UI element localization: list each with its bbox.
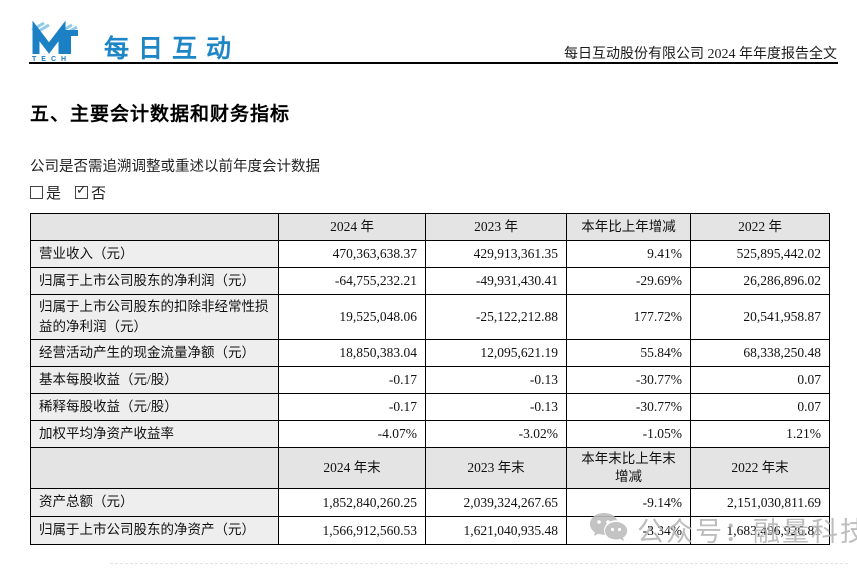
cell-2023: 2,039,324,267.65 [425,488,567,517]
header-cell: 本年末比上年末增减 [566,447,691,489]
row-label: 归属于上市公司股东的净资产（元） [30,516,279,545]
logo-m-icon: TECH [31,20,78,62]
cell-change: -30.77% [566,366,691,394]
table-header-annual: 2024 年 2023 年 本年比上年增减 2022 年 [30,213,830,241]
cell-2022: 525,895,442.02 [690,240,830,268]
header-cell: 本年比上年增减 [566,213,691,241]
cell-2023: 429,913,361.35 [425,240,567,268]
row-label: 加权平均净资产收益率 [30,420,279,448]
checkbox-no-checked[interactable] [75,183,89,199]
option-yes[interactable]: 是 [30,182,61,203]
cell-2024: 19,525,048.06 [278,294,426,340]
table-row: 经营活动产生的现金流量净额（元） 18,850,383.04 12,095,62… [30,339,830,367]
cell-2024: -64,755,232.21 [278,267,426,295]
cell-change: 177.72% [566,294,691,340]
table-row: 加权平均净资产收益率 -4.07% -3.02% -1.05% 1.21% [30,420,830,448]
cell-2023: -49,931,430.41 [425,267,567,295]
header-cell [30,213,279,241]
cell-2023: 1,621,040,935.48 [425,516,567,545]
option-no-label: 否 [91,186,107,202]
header-cell: 2023 年末 [425,447,567,489]
cell-change: -30.77% [566,393,691,421]
option-yes-label: 是 [46,186,62,202]
cell-2022: 68,338,250.48 [690,339,830,367]
table-row: 归属于上市公司股东的扣除非经常性损益的净利润（元） 19,525,048.06 … [30,294,830,340]
cell-2022: 1,683,496,926.81 [690,516,830,545]
cell-2022: 26,286,896.02 [690,267,830,295]
cell-change: 55.84% [566,339,691,367]
option-no[interactable]: 否 [75,182,106,203]
page-footer-divider [110,563,848,564]
wechat-icon [590,512,628,541]
cell-2024: -4.07% [278,420,426,448]
cell-2024: 470,363,638.37 [278,240,426,268]
cell-2024: 18,850,383.04 [278,339,426,367]
cell-2023: -25,122,212.88 [425,294,567,340]
row-label: 经营活动产生的现金流量净额（元） [30,339,279,367]
cell-2023: 12,095,621.19 [425,339,567,367]
restate-options: 是 否 [30,182,106,203]
cell-2022: 0.07 [690,393,830,421]
table-row: 归属于上市公司股东的净利润（元） -64,755,232.21 -49,931,… [30,267,830,295]
financial-indicators-table: 2024 年 2023 年 本年比上年增减 2022 年 营业收入（元） 470… [30,213,830,545]
cell-2024: 1,566,912,560.53 [278,516,426,545]
cell-2022: 0.07 [690,366,830,394]
row-label: 资产总额（元） [30,488,279,517]
row-label: 基本每股收益（元/股） [30,366,279,394]
table-header-eoy: 2024 年末 2023 年末 本年末比上年末增减 2022 年末 [30,447,830,489]
header-cell: 2023 年 [425,213,567,241]
table-row: 归属于上市公司股东的净资产（元） 1,566,912,560.53 1,621,… [30,516,830,545]
header-cell: 2022 年 [690,213,830,241]
row-label: 归属于上市公司股东的净利润（元） [30,267,279,295]
company-logo: TECH 每日互动 [30,20,240,65]
checkbox-yes-unchecked[interactable] [30,186,43,199]
header-cell: 2022 年末 [690,447,830,489]
table-row: 基本每股收益（元/股） -0.17 -0.13 -30.77% 0.07 [30,366,830,394]
logo-tech-text: TECH [32,56,71,62]
document-title: 每日互动股份有限公司 2024 年年度报告全文 [564,47,837,62]
cell-2024: -0.17 [278,393,426,421]
header-cell [30,447,279,489]
cell-change: -29.69% [566,267,691,295]
cell-change: -1.05% [566,420,691,448]
watermark-text: 公众号：融量科技 [637,517,857,547]
cell-2022: 1.21% [690,420,830,448]
row-label: 营业收入（元） [30,240,279,268]
cell-2023: -3.02% [425,420,567,448]
cell-2024: -0.17 [278,366,426,394]
table-row: 稀释每股收益（元/股） -0.17 -0.13 -30.77% 0.07 [30,393,830,421]
restate-question: 公司是否需追溯调整或重述以前年度会计数据 [30,159,320,175]
header-cell: 2024 年末 [278,447,426,489]
cell-change: -3.34% [566,516,691,545]
cell-change: 9.41% [566,240,691,268]
cell-2022: 20,541,958.87 [690,294,830,340]
cell-2023: -0.13 [425,366,567,394]
watermark: 公众号：融量科技 [588,510,857,549]
header-cell: 2024 年 [278,213,426,241]
section-heading: 五、主要会计数据和财务指标 [30,104,291,125]
row-label: 稀释每股收益（元/股） [30,393,279,421]
brand-name: 每日互动 [104,35,241,63]
cell-2023: -0.13 [425,393,567,421]
row-label: 归属于上市公司股东的扣除非经常性损益的净利润（元） [30,294,279,340]
cell-change: -9.14% [566,488,691,517]
table-row: 营业收入（元） 470,363,638.37 429,913,361.35 9.… [30,240,830,268]
header-divider [29,62,838,64]
cell-2024: 1,852,840,260.25 [278,488,426,517]
cell-2022: 2,151,030,811.69 [690,488,830,517]
table-row: 资产总额（元） 1,852,840,260.25 2,039,324,267.6… [30,488,830,517]
